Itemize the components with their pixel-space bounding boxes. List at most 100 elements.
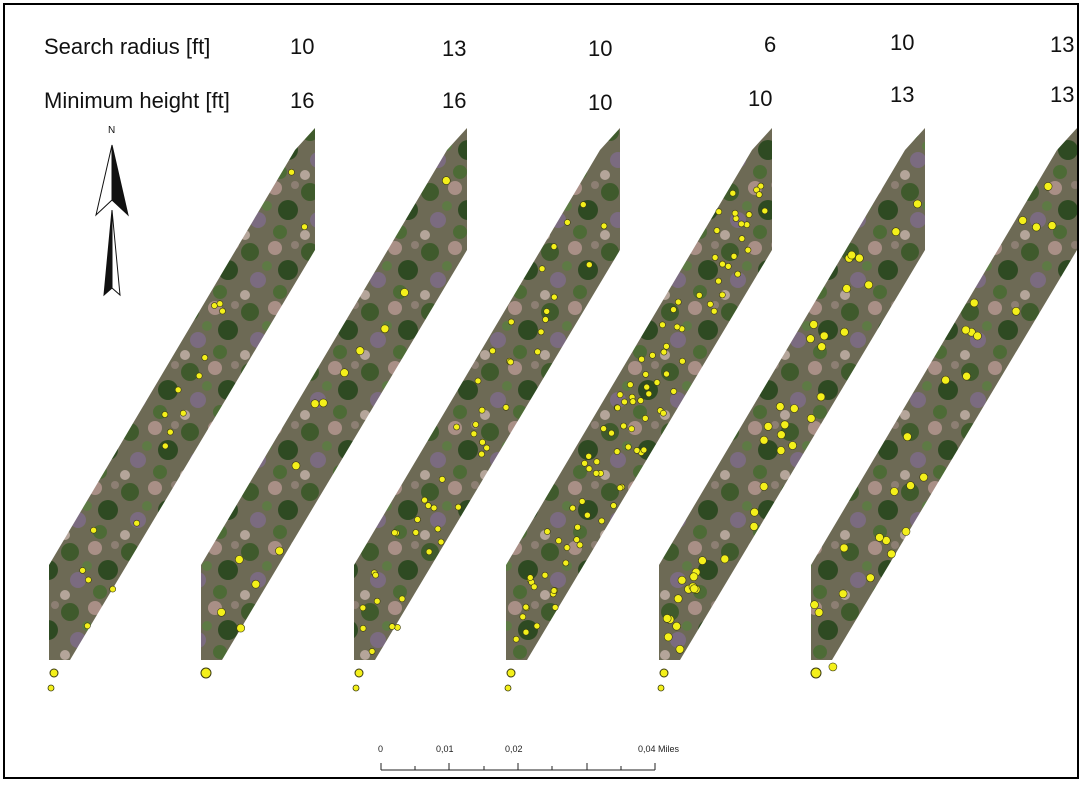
tree-marker bbox=[579, 201, 587, 208]
tree-marker bbox=[211, 302, 218, 309]
tree-marker bbox=[806, 334, 815, 344]
tree-marker bbox=[592, 469, 600, 477]
panel-4-search-radius: 6 bbox=[764, 32, 777, 57]
tree-marker bbox=[711, 254, 719, 261]
tree-marker bbox=[731, 209, 739, 217]
tree-marker bbox=[806, 414, 816, 423]
tree-marker bbox=[174, 386, 182, 394]
tree-marker bbox=[659, 321, 666, 329]
tree-marker bbox=[318, 398, 328, 408]
tree-marker bbox=[201, 354, 209, 361]
tree-marker bbox=[775, 402, 785, 411]
tree-marker bbox=[638, 355, 645, 363]
tree-marker bbox=[637, 397, 645, 404]
tree-marker bbox=[763, 422, 773, 431]
tree-marker bbox=[673, 323, 681, 331]
tree-marker bbox=[398, 595, 406, 603]
tree-marker bbox=[569, 504, 577, 512]
tree-marker bbox=[828, 662, 838, 672]
tree-marker bbox=[598, 517, 606, 525]
tree-marker bbox=[643, 383, 651, 391]
tree-marker bbox=[219, 307, 226, 315]
tree-marker bbox=[522, 603, 530, 611]
tree-marker bbox=[616, 484, 624, 492]
tree-marker bbox=[715, 208, 723, 215]
legend-marker bbox=[810, 667, 822, 679]
aerial-strip-4 bbox=[506, 128, 772, 660]
tree-marker bbox=[670, 306, 677, 313]
tree-marker bbox=[660, 348, 668, 356]
tree-marker bbox=[670, 388, 678, 395]
tree-marker bbox=[755, 191, 763, 198]
tree-marker bbox=[710, 307, 718, 315]
tree-marker bbox=[454, 503, 462, 511]
tree-marker bbox=[483, 444, 491, 452]
tree-marker bbox=[706, 300, 714, 308]
tree-marker bbox=[562, 559, 570, 567]
tree-marker bbox=[720, 554, 730, 564]
scale-tick-3: 0,04 Miles bbox=[638, 744, 680, 754]
tree-marker bbox=[734, 270, 742, 278]
tree-marker bbox=[759, 482, 769, 491]
tree-marker bbox=[633, 447, 641, 454]
tree-marker bbox=[887, 549, 896, 559]
tree-marker bbox=[507, 318, 515, 326]
tree-marker bbox=[291, 461, 301, 471]
tree-marker bbox=[563, 544, 571, 551]
tree-marker bbox=[600, 425, 607, 432]
tree-marker bbox=[674, 298, 682, 306]
legend-marker bbox=[657, 684, 665, 692]
tree-marker bbox=[90, 526, 97, 534]
tree-marker bbox=[842, 284, 852, 293]
tree-marker bbox=[388, 623, 396, 630]
tree-marker bbox=[649, 351, 656, 359]
tree-marker bbox=[584, 511, 591, 519]
tree-marker bbox=[616, 391, 624, 399]
tree-marker bbox=[288, 168, 295, 176]
tree-marker bbox=[628, 425, 635, 433]
tree-marker bbox=[550, 293, 558, 301]
tree-marker bbox=[969, 298, 979, 308]
tree-marker bbox=[719, 291, 726, 299]
tree-marker bbox=[729, 189, 737, 197]
tree-marker bbox=[653, 379, 661, 386]
panel-5-minimum-height: 13 bbox=[890, 82, 915, 107]
tree-marker bbox=[470, 430, 478, 438]
tree-marker bbox=[421, 496, 428, 504]
tree-marker bbox=[512, 635, 520, 643]
tree-marker bbox=[679, 357, 686, 365]
tree-marker bbox=[780, 420, 790, 430]
tree-marker bbox=[675, 644, 685, 654]
tree-marker bbox=[576, 541, 584, 549]
tree-marker bbox=[359, 624, 367, 632]
tree-marker bbox=[713, 227, 721, 234]
scale-tick-1: 0,01 bbox=[436, 744, 454, 754]
aerial-strip-1 bbox=[49, 128, 315, 660]
tree-marker bbox=[550, 587, 558, 594]
panel-1-search-radius: 10 bbox=[290, 34, 315, 59]
tree-marker bbox=[180, 409, 187, 417]
tree-marker bbox=[962, 371, 971, 381]
tree-marker bbox=[608, 429, 615, 437]
tree-marker bbox=[424, 502, 432, 509]
tree-marker bbox=[620, 422, 627, 430]
tree-marker bbox=[380, 324, 390, 334]
tree-marker bbox=[919, 472, 929, 482]
tree-marker bbox=[195, 372, 203, 380]
tree-marker bbox=[161, 411, 169, 418]
tree-marker bbox=[855, 253, 864, 263]
panel-2-search-radius: 13 bbox=[442, 36, 467, 61]
tree-marker bbox=[776, 446, 786, 455]
tree-marker bbox=[663, 342, 670, 350]
north-arrow-icon: N bbox=[95, 125, 129, 297]
tree-marker bbox=[216, 300, 224, 308]
tree-marker bbox=[340, 368, 349, 378]
north-label: N bbox=[108, 125, 115, 136]
tree-marker bbox=[875, 533, 884, 542]
tree-marker bbox=[162, 442, 169, 450]
tree-marker bbox=[585, 261, 593, 269]
tree-marker bbox=[621, 398, 628, 406]
tree-marker bbox=[109, 585, 116, 593]
tree-marker bbox=[816, 392, 826, 402]
tree-marker bbox=[372, 571, 379, 579]
